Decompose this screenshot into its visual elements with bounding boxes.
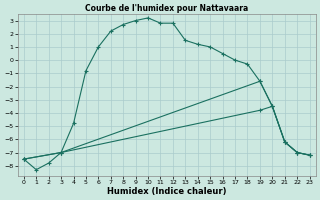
X-axis label: Humidex (Indice chaleur): Humidex (Indice chaleur): [107, 187, 227, 196]
Title: Courbe de l'humidex pour Nattavaara: Courbe de l'humidex pour Nattavaara: [85, 4, 248, 13]
